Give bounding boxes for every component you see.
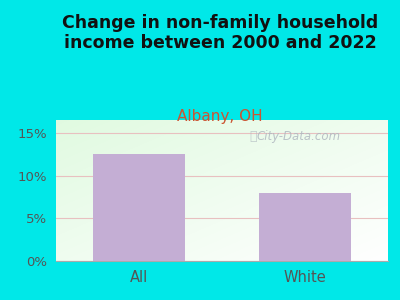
Text: Albany, OH: Albany, OH	[177, 110, 263, 124]
Text: ⦿: ⦿	[250, 130, 257, 143]
Bar	[93, 154, 185, 261]
Text: Change in non-family household
income between 2000 and 2022: Change in non-family household income be…	[62, 14, 378, 52]
Text: City-Data.com: City-Data.com	[256, 130, 340, 143]
Bar	[259, 193, 351, 261]
